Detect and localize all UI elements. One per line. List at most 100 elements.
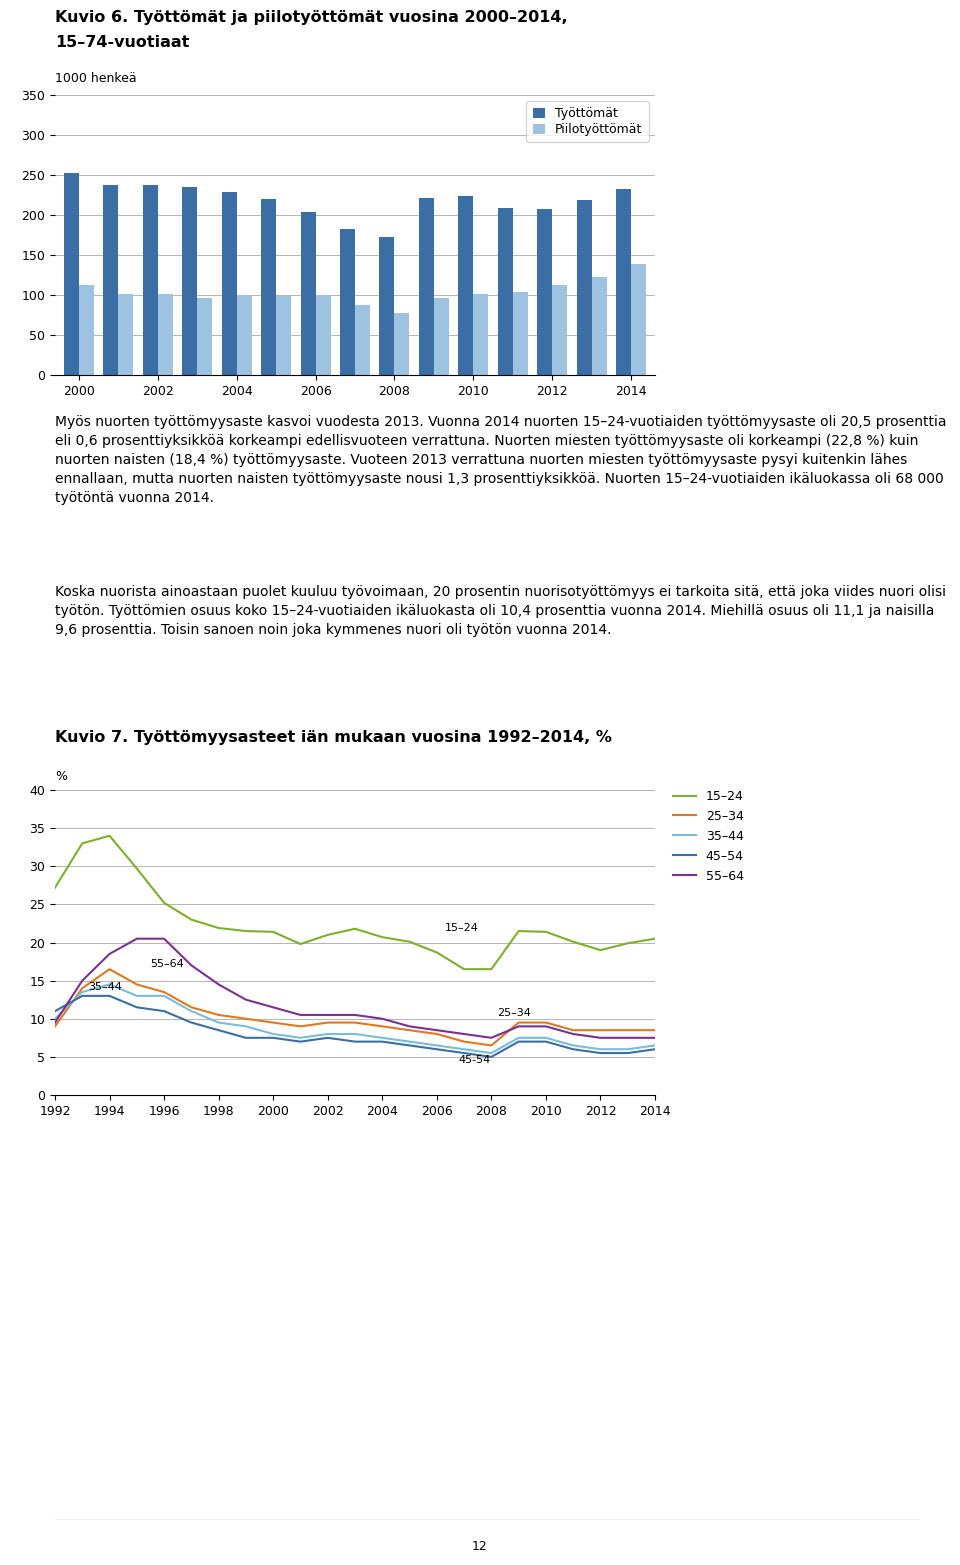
55–64 [404, 1017, 416, 1036]
Text: 25–34: 25–34 [497, 1008, 531, 1019]
55–64 [349, 1006, 361, 1025]
45–54 [185, 1013, 197, 1031]
25–34 [431, 1025, 443, 1044]
Bar [118, 294, 133, 376]
Legend: 15–24, 25–34, 35–44, 45–54, 55–64: 15–24, 25–34, 35–44, 45–54, 55–64 [673, 790, 744, 883]
Bar [300, 211, 316, 376]
35–44 [622, 1039, 634, 1058]
35–44 [349, 1025, 361, 1044]
25–34 [268, 1013, 279, 1031]
Bar [592, 277, 607, 376]
Bar [552, 285, 567, 376]
35–44 [77, 983, 88, 1002]
15–24 [540, 922, 552, 941]
45–54 [49, 1002, 60, 1020]
45–54 [295, 1033, 306, 1052]
15–24 [458, 959, 469, 978]
35–44 [376, 1028, 388, 1047]
25–34 [158, 983, 170, 1002]
15–24 [295, 934, 306, 953]
55–64 [622, 1028, 634, 1047]
25–34 [513, 1013, 524, 1031]
15–24 [622, 934, 634, 953]
25–34 [185, 998, 197, 1017]
55–64 [649, 1028, 660, 1047]
15–24 [77, 834, 88, 853]
55–64 [213, 975, 225, 994]
35–44 [431, 1036, 443, 1055]
Text: 1000 henkeä: 1000 henkeä [55, 72, 136, 85]
55–64 [513, 1017, 524, 1036]
55–64 [77, 972, 88, 991]
55–64 [295, 1006, 306, 1025]
25–34 [240, 1009, 252, 1028]
45–54 [540, 1033, 552, 1052]
45–54 [240, 1028, 252, 1047]
55–64 [594, 1028, 606, 1047]
35–44 [185, 1002, 197, 1020]
45–54 [104, 986, 115, 1005]
55–64 [431, 1020, 443, 1039]
Bar [276, 296, 291, 376]
45–54 [158, 1002, 170, 1020]
15–24 [349, 919, 361, 937]
15–24 [213, 919, 225, 937]
35–44 [213, 1013, 225, 1031]
55–64 [376, 1009, 388, 1028]
25–34 [622, 1020, 634, 1039]
Line: 45–54: 45–54 [55, 995, 655, 1056]
45–54 [486, 1047, 497, 1066]
Bar [340, 228, 355, 376]
15–24 [567, 933, 579, 952]
15–24 [185, 911, 197, 930]
35–44 [240, 1017, 252, 1036]
15–24 [513, 922, 524, 941]
35–44 [594, 1039, 606, 1058]
15–24 [376, 928, 388, 947]
Legend: Työttömät, Piilotyöttömät: Työttömät, Piilotyöttömät [526, 102, 649, 142]
55–64 [458, 1025, 469, 1044]
15–24 [268, 922, 279, 941]
Bar [632, 264, 646, 376]
Bar [434, 299, 449, 376]
45–54 [132, 998, 143, 1017]
45–54 [349, 1033, 361, 1052]
25–34 [49, 1017, 60, 1036]
Bar [616, 189, 632, 376]
15–24 [431, 944, 443, 962]
45–54 [513, 1033, 524, 1052]
Bar [355, 305, 370, 376]
35–44 [649, 1036, 660, 1055]
25–34 [376, 1017, 388, 1036]
Bar [157, 294, 173, 376]
25–34 [104, 959, 115, 978]
45–54 [567, 1039, 579, 1058]
35–44 [104, 975, 115, 994]
Line: 35–44: 35–44 [55, 984, 655, 1053]
45–54 [268, 1028, 279, 1047]
25–34 [594, 1020, 606, 1039]
Text: 15–24: 15–24 [445, 923, 479, 933]
Bar [143, 185, 157, 376]
Text: 45-54: 45-54 [459, 1055, 491, 1064]
25–34 [295, 1017, 306, 1036]
45–54 [458, 1044, 469, 1063]
Bar [316, 294, 330, 376]
35–44 [513, 1028, 524, 1047]
55–64 [268, 998, 279, 1017]
Line: 15–24: 15–24 [55, 836, 655, 969]
15–24 [486, 959, 497, 978]
Text: %: % [55, 770, 67, 782]
45–54 [594, 1044, 606, 1063]
Text: 35–44: 35–44 [87, 981, 122, 992]
25–34 [349, 1013, 361, 1031]
25–34 [213, 1006, 225, 1025]
35–44 [540, 1028, 552, 1047]
35–44 [567, 1036, 579, 1055]
15–24 [104, 826, 115, 845]
Bar [513, 291, 528, 376]
Bar [103, 185, 118, 376]
35–44 [268, 1025, 279, 1044]
35–44 [458, 1039, 469, 1058]
55–64 [240, 991, 252, 1009]
